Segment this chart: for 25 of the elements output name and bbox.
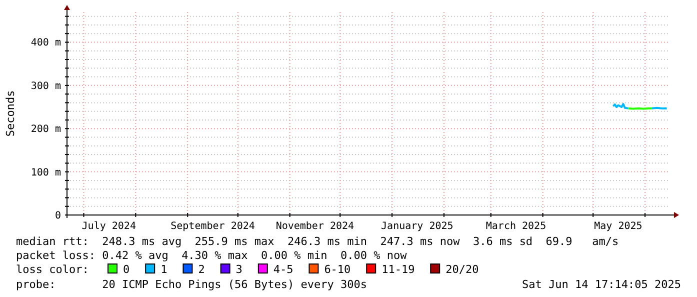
y-tick-label: 0 [54, 210, 61, 222]
x-tick-label: January 2025 [381, 221, 454, 232]
legend-label: 3 [236, 263, 242, 276]
y-tick-label: 300 m [30, 80, 61, 92]
legend-label: 0 [123, 263, 130, 276]
legend-label: 4-5 [273, 263, 294, 276]
x-tick-label: July 2024 [82, 221, 136, 232]
x-tick-label: September 2024 [170, 221, 255, 232]
text: packet loss: 0.42 % avg 4.30 % max 0.00 % min 0.00 % now [16, 249, 408, 262]
legend-label: 11-19 [382, 263, 415, 276]
text: Sat Jun 14 17:14:05 2025 [522, 278, 681, 291]
legend-label: 6-10 [324, 263, 351, 276]
legend-label: 1 [160, 263, 168, 276]
y-tick-label: 400 m [30, 38, 61, 49]
text: probe: 20 ICMP Echo Pings (56 Bytes) every 300s [16, 278, 367, 291]
y-axis-title: Seconds [4, 90, 17, 137]
y-tick-label: 100 m [30, 167, 61, 178]
legend-label: 2 [198, 263, 205, 276]
legend-label: 20/20 [446, 263, 479, 276]
legend-title: loss color: [16, 263, 89, 276]
y-tick-label: 200 m [30, 124, 61, 136]
text: median rtt: 248.3 ms avg 255.9 ms max 246.3 ms min 247.3 ms now 3.6 ms sd 69.9 am/s [16, 235, 619, 248]
x-tick-label: November 2024 [276, 221, 354, 232]
x-tick-label: May 2025 [594, 221, 642, 232]
x-tick-label: March 2025 [486, 221, 546, 232]
